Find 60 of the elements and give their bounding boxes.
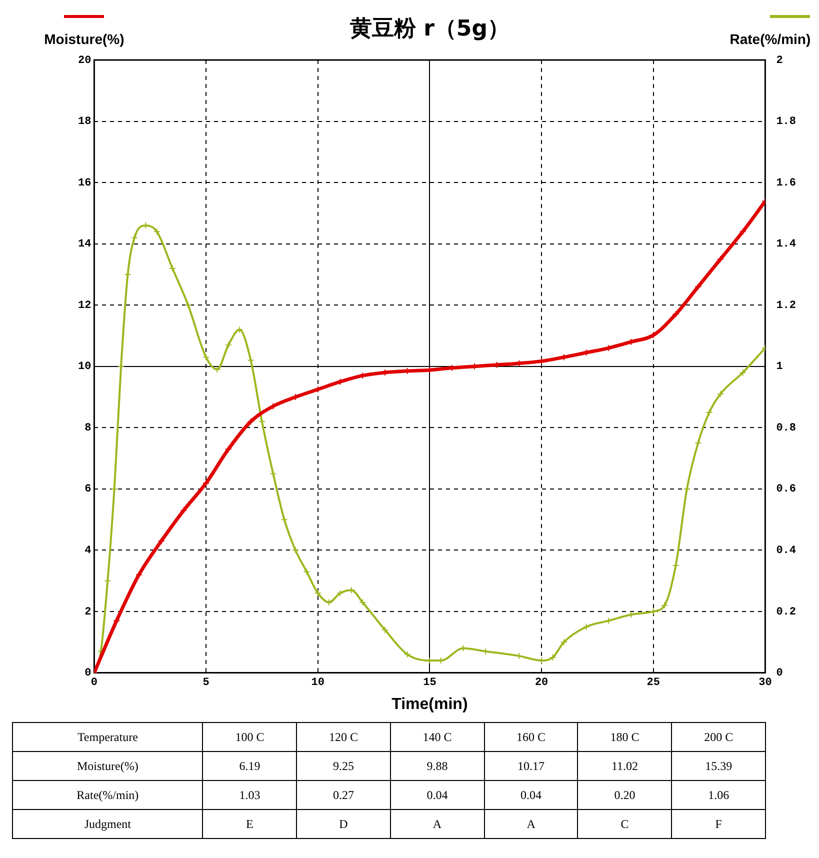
text: 15.39 bbox=[672, 752, 766, 780]
text: 0.27 bbox=[296, 780, 390, 810]
text: 160 C bbox=[484, 722, 578, 752]
text: 120 C bbox=[296, 722, 390, 752]
y2-tick-label: 0.4 bbox=[776, 545, 796, 558]
y2-tick-label: 0.8 bbox=[776, 422, 796, 434]
y-tick-label: 14 bbox=[78, 238, 92, 251]
text: 0.20 bbox=[578, 780, 672, 810]
x-axis-title: Time(min) bbox=[392, 696, 468, 714]
y2-tick-label: 0 bbox=[776, 668, 783, 680]
text: Moisture(%) bbox=[12, 752, 203, 780]
text: 180 C bbox=[578, 722, 672, 752]
chart-title: 黄豆粉 r（5g） bbox=[348, 16, 510, 42]
text: 1.06 bbox=[672, 780, 766, 810]
y-axis-title: Moisture(%) bbox=[44, 30, 124, 47]
text: 100 C bbox=[202, 722, 297, 752]
y2-tick-label: 0.2 bbox=[776, 606, 796, 618]
text: A bbox=[390, 810, 484, 838]
y-tick-label: 10 bbox=[78, 361, 92, 374]
x-tick-label: 30 bbox=[758, 677, 772, 690]
y2-tick-label: 1 bbox=[776, 361, 784, 374]
x-tick-label: 5 bbox=[202, 677, 210, 690]
text: 10.17 bbox=[484, 752, 578, 780]
text: 6.19 bbox=[202, 752, 297, 780]
y-tick-label: 4 bbox=[84, 545, 92, 558]
x-tick-label: 25 bbox=[646, 677, 660, 690]
text: D bbox=[296, 810, 390, 838]
text: F bbox=[672, 810, 766, 838]
text: 11.02 bbox=[578, 752, 672, 780]
text: C bbox=[578, 810, 672, 838]
text: 9.25 bbox=[296, 752, 390, 780]
y2-tick-label: 0.6 bbox=[776, 484, 796, 496]
text: A bbox=[484, 810, 578, 838]
text: 0.04 bbox=[390, 780, 484, 810]
x-tick-label: 15 bbox=[423, 677, 437, 690]
y-tick-label: 16 bbox=[78, 177, 92, 190]
y2-tick-label: 1.8 bbox=[776, 116, 796, 128]
x-tick-label: 10 bbox=[311, 677, 324, 690]
y2-axis-title: Rate(%/min) bbox=[730, 30, 811, 47]
text: Rate(%/min) bbox=[12, 780, 203, 810]
text: 140 C bbox=[390, 722, 484, 752]
text: 200 C bbox=[672, 722, 766, 752]
text: Judgment bbox=[12, 810, 203, 838]
y-tick-label: 2 bbox=[84, 606, 92, 618]
y-tick-label: 12 bbox=[78, 300, 92, 312]
y2-tick-label: 1.4 bbox=[776, 238, 796, 251]
text: Temperature bbox=[12, 722, 203, 752]
text: 1.03 bbox=[202, 780, 297, 810]
y-tick-label: 8 bbox=[84, 422, 92, 434]
x-tick-label: 20 bbox=[534, 677, 548, 690]
y-tick-label: 18 bbox=[78, 116, 92, 128]
text: E bbox=[202, 810, 297, 838]
y2-tick-label: 2 bbox=[776, 54, 783, 67]
text: 9.88 bbox=[390, 752, 484, 780]
y-tick-label: 0 bbox=[84, 668, 92, 680]
text: 0.04 bbox=[484, 780, 578, 810]
y2-tick-label: 1.2 bbox=[776, 300, 796, 312]
y-tick-label: 6 bbox=[84, 484, 92, 496]
y-tick-label: 20 bbox=[78, 54, 92, 67]
y2-tick-label: 1.6 bbox=[776, 177, 796, 190]
